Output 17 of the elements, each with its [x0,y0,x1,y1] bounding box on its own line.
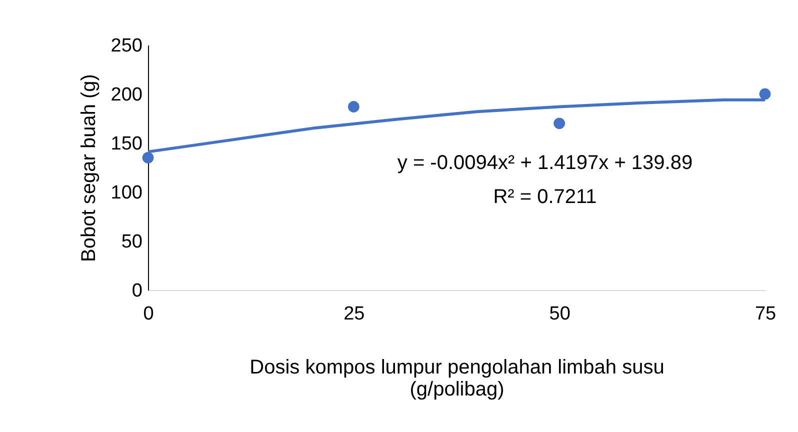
x-axis-title: Dosis kompos lumpur pengolahan limbah susu (g/polibag) [250,356,664,400]
annotation: R² = 0.7211 [493,186,597,208]
y-tick-label: 250 [110,36,142,56]
y-tick-label: 150 [110,134,142,154]
point [759,88,771,100]
y-tick-label: 200 [110,84,142,106]
annotation: y = -0.0094x² + 1.4197x + 139.89 [397,152,693,174]
point [348,101,360,112]
x-tick-label: 75 [754,304,776,324]
y-tick-label: 100 [110,182,142,204]
point [142,152,154,164]
point [554,118,566,130]
y-axis-title: Bobot segar buah (g) [78,74,100,262]
x-tick-label: 25 [344,304,365,324]
y-tick-label: 0 [132,280,142,302]
x-tick-label: 50 [549,304,570,324]
y-tick-label: 50 [121,232,142,252]
